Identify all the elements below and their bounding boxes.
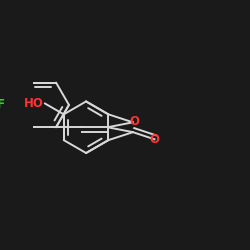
Text: O: O xyxy=(150,133,160,146)
Text: F: F xyxy=(0,98,5,112)
Text: HO: HO xyxy=(24,97,44,110)
Text: O: O xyxy=(130,115,140,128)
